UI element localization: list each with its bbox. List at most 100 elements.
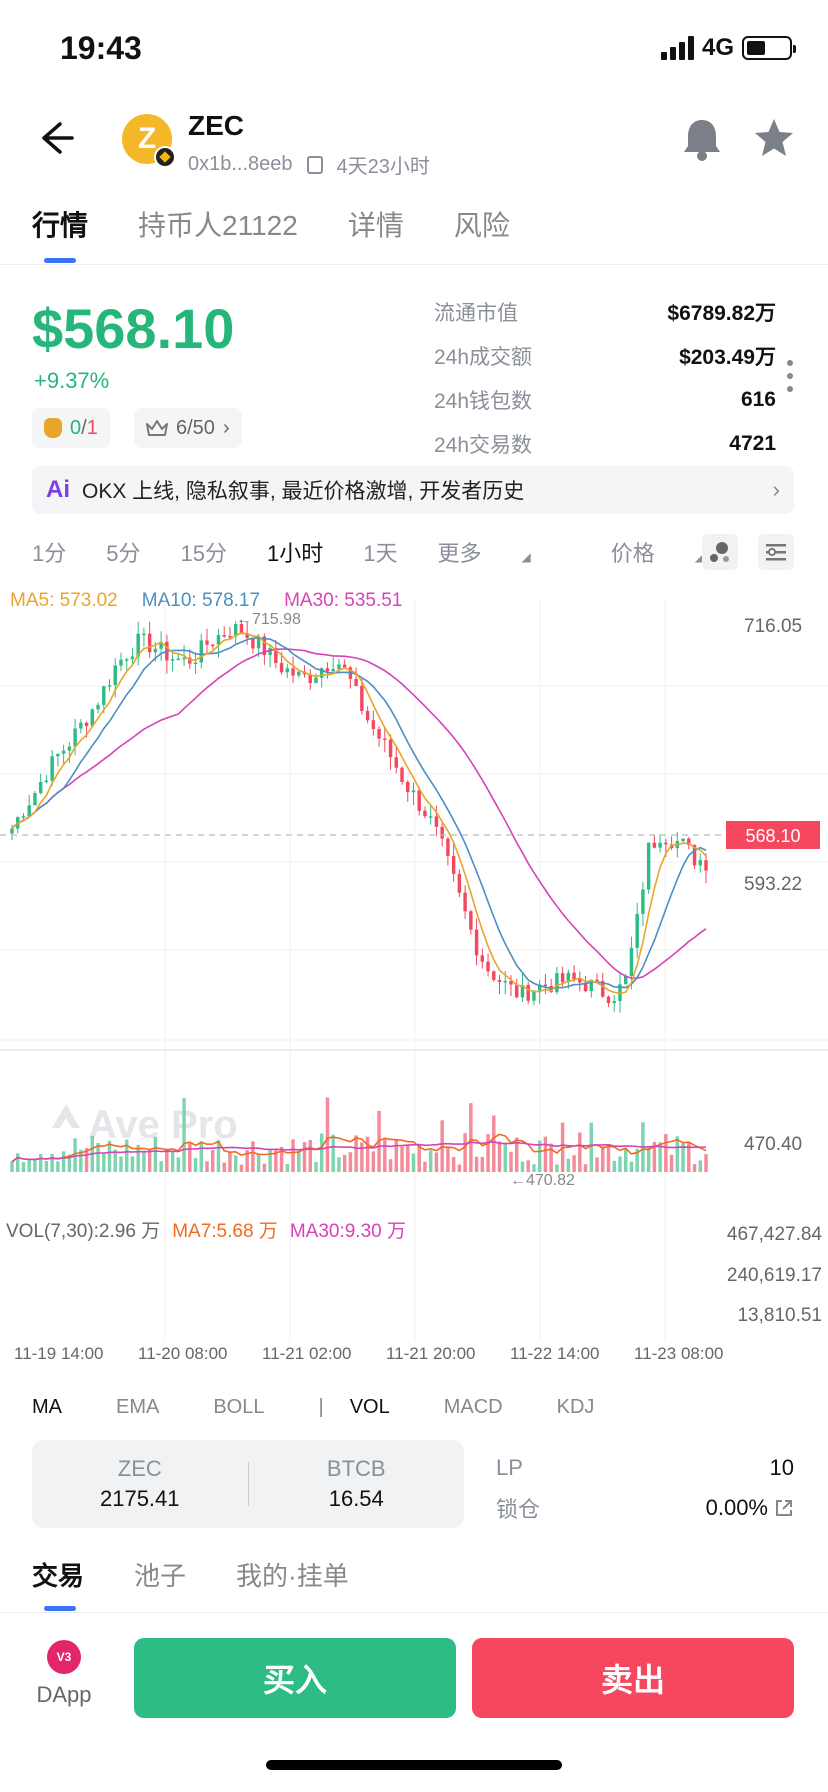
- crown-chip[interactable]: 6/50 ›: [134, 408, 242, 448]
- volume-bar: [543, 1136, 548, 1172]
- status-time: 19:43: [60, 30, 142, 66]
- lp-row: LP 10: [496, 1455, 794, 1480]
- buy-button[interactable]: 买入: [134, 1638, 456, 1718]
- candle-down: [606, 996, 611, 1004]
- home-indicator[interactable]: [266, 1760, 562, 1770]
- volume-bar: [102, 1153, 106, 1172]
- volume-bar: [176, 1157, 181, 1172]
- volume-bar: [572, 1155, 576, 1172]
- candle-down: [440, 826, 444, 839]
- alert-button[interactable]: [680, 116, 724, 162]
- candlestick-chart[interactable]: Ave Pro 568.10 467,427.84 240,619.17 13,…: [0, 600, 828, 1340]
- main-tabs: 行情 持币人21122 详情 风险: [32, 204, 510, 244]
- tab-my-orders[interactable]: 我的·挂单: [236, 1561, 349, 1591]
- volume-bar: [325, 1097, 330, 1172]
- interval-1m[interactable]: 1分: [32, 541, 67, 566]
- copy-icon[interactable]: [306, 155, 323, 174]
- tab-trades[interactable]: 交易: [32, 1561, 85, 1591]
- candle-up: [319, 668, 324, 678]
- interval-1h[interactable]: 1小时: [266, 541, 324, 566]
- price-axis-716: 716.05: [744, 616, 803, 637]
- interval-tabs: 1分 5分 15分 1小时 1天 更多 ◢ 价格 ◢: [32, 536, 784, 568]
- contract-address[interactable]: 0x1b...8eeb: [188, 153, 293, 175]
- volume-bar: [170, 1151, 175, 1172]
- volume-bar: [411, 1153, 416, 1172]
- candle-up: [113, 665, 117, 686]
- volume-bar: [669, 1154, 674, 1172]
- external-link-icon[interactable]: [774, 1498, 794, 1518]
- stat-row: 24h交易数 4721: [434, 432, 776, 457]
- volume-bar: [73, 1138, 77, 1172]
- volume-bar: [44, 1161, 49, 1172]
- candle-up: [73, 728, 77, 747]
- tab-risk[interactable]: 风险: [453, 210, 510, 241]
- tab-pools[interactable]: 池子: [134, 1561, 187, 1591]
- tab-market[interactable]: 行情: [32, 210, 89, 241]
- active-tab-indicator: [44, 1606, 76, 1611]
- divider: [0, 1612, 828, 1613]
- candle-up: [635, 913, 639, 948]
- lock-row[interactable]: 锁仓 0.00%: [496, 1488, 794, 1528]
- volume-bar: [262, 1163, 267, 1172]
- candle-up: [56, 753, 60, 757]
- time-label: 11-21 02:00: [262, 1344, 352, 1363]
- dapp-button[interactable]: V3 DApp: [32, 1640, 96, 1708]
- indicator-boll[interactable]: BOLL: [213, 1396, 265, 1418]
- tab-details[interactable]: 详情: [347, 210, 404, 241]
- candle-up: [27, 805, 31, 817]
- indicator-macd[interactable]: MACD: [443, 1396, 503, 1418]
- candle-down: [423, 810, 427, 817]
- chart-settings-button[interactable]: [758, 534, 794, 570]
- indicator-vol[interactable]: VOL: [349, 1396, 390, 1418]
- volume-bar: [130, 1156, 135, 1172]
- interval-more[interactable]: 更多 ◢: [437, 541, 531, 566]
- volume-bar: [124, 1139, 129, 1172]
- volume-bar: [107, 1140, 112, 1172]
- interval-15m[interactable]: 15分: [180, 541, 227, 566]
- volume-bar: [245, 1150, 249, 1172]
- volume-bar: [342, 1154, 347, 1172]
- volume-bar: [279, 1146, 284, 1172]
- ai-summary-bar[interactable]: Ai OKX 上线, 隐私叙事, 最近价格激增, 开发者历史 ›: [32, 466, 794, 514]
- volume-bar: [239, 1164, 244, 1172]
- sell-button[interactable]: 卖出: [472, 1638, 794, 1718]
- tab-holders[interactable]: 持币人21122: [138, 210, 298, 241]
- money-bag-chip[interactable]: 0/1: [32, 408, 110, 448]
- volume-bar: [199, 1141, 203, 1172]
- candle-up: [90, 709, 95, 727]
- volume-bar: [67, 1154, 72, 1172]
- candle-down: [526, 984, 530, 1001]
- candle-down: [388, 739, 393, 758]
- indicator-ema[interactable]: EMA: [116, 1396, 160, 1418]
- candle-up: [256, 636, 261, 649]
- candle-up: [107, 685, 112, 687]
- volume-bar: [383, 1139, 387, 1172]
- interval-5m[interactable]: 5分: [106, 541, 141, 566]
- volume-bar: [692, 1164, 697, 1172]
- more-vertical-icon[interactable]: [786, 358, 794, 394]
- dapp-icon: V3: [47, 1640, 81, 1674]
- interval-1d[interactable]: 1天: [363, 541, 398, 566]
- candle-down: [446, 838, 450, 856]
- volume-bar: [216, 1140, 221, 1172]
- volume-bar: [360, 1142, 364, 1172]
- volume-bar: [446, 1147, 450, 1172]
- indicator-kdj[interactable]: KDJ: [556, 1396, 595, 1418]
- candle-down: [578, 979, 582, 983]
- volume-bar: [233, 1155, 238, 1172]
- bsc-chain-icon: [154, 146, 176, 168]
- indicator-settings-button[interactable]: [702, 534, 738, 570]
- crown-icon: [146, 420, 168, 436]
- candle-down: [308, 674, 312, 683]
- back-button[interactable]: [36, 118, 84, 158]
- vol-axis-bottom: 13,810.51: [737, 1305, 822, 1326]
- volume-bar: [698, 1160, 702, 1172]
- indicator-ma[interactable]: MA: [32, 1396, 62, 1418]
- candle-down: [704, 860, 708, 871]
- chart-mode-price[interactable]: 价格 ◢: [610, 541, 704, 566]
- volume-bar: [509, 1151, 513, 1172]
- stat-row: 24h钱包数 616: [434, 388, 776, 413]
- candle-up: [50, 756, 54, 781]
- volume-bar: [537, 1140, 542, 1172]
- favorite-button[interactable]: [752, 116, 796, 160]
